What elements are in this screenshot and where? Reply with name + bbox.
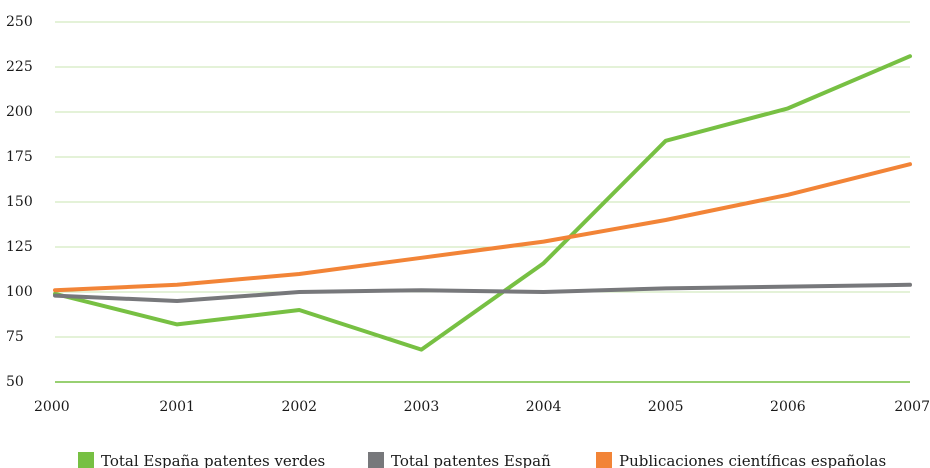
y-tick-label: 50 xyxy=(6,374,24,390)
legend-item-3: Publicaciones científicas españolas xyxy=(596,452,886,468)
legend-swatch xyxy=(78,452,94,468)
y-tick-label: 200 xyxy=(6,104,33,120)
legend-label: Total patentes Españ xyxy=(391,452,551,468)
x-tick-label: 2003 xyxy=(404,399,440,415)
y-tick-label: 125 xyxy=(6,239,33,255)
x-tick-label: 2005 xyxy=(648,399,684,415)
y-tick-label: 150 xyxy=(6,194,33,210)
y-tick-label: 175 xyxy=(6,149,33,165)
gridlines xyxy=(55,21,910,338)
legend: Total España patentes verdes Total patent… xyxy=(78,452,886,468)
series-line-3 xyxy=(53,162,912,293)
x-tick-label: 2007 xyxy=(894,399,930,415)
legend-swatch xyxy=(368,452,384,468)
series-line-2 xyxy=(53,282,912,303)
x-tick-label: 2006 xyxy=(770,399,806,415)
y-axis-ticks: 50 75 100 125 150 175 200 225 250 xyxy=(6,14,33,390)
y-tick-label: 75 xyxy=(6,329,24,345)
series-lines xyxy=(53,54,912,352)
x-axis-ticks: 2000 2001 2002 2003 2004 2005 2006 2007 xyxy=(34,399,930,415)
legend-label: Total España patentes verdes xyxy=(101,452,325,468)
legend-swatch xyxy=(596,452,612,468)
legend-item-2: Total patentes Españ xyxy=(368,452,551,468)
x-tick-label: 2000 xyxy=(34,399,70,415)
x-tick-label: 2002 xyxy=(281,399,317,415)
y-tick-label: 250 xyxy=(6,14,33,30)
legend-label: Publicaciones científicas españolas xyxy=(619,452,886,468)
series-line-1 xyxy=(53,54,912,352)
legend-item-1: Total España patentes verdes xyxy=(78,452,325,468)
x-tick-label: 2004 xyxy=(526,399,562,415)
y-tick-label: 225 xyxy=(6,59,33,75)
y-tick-label: 100 xyxy=(6,284,33,300)
x-tick-label: 2001 xyxy=(159,399,195,415)
